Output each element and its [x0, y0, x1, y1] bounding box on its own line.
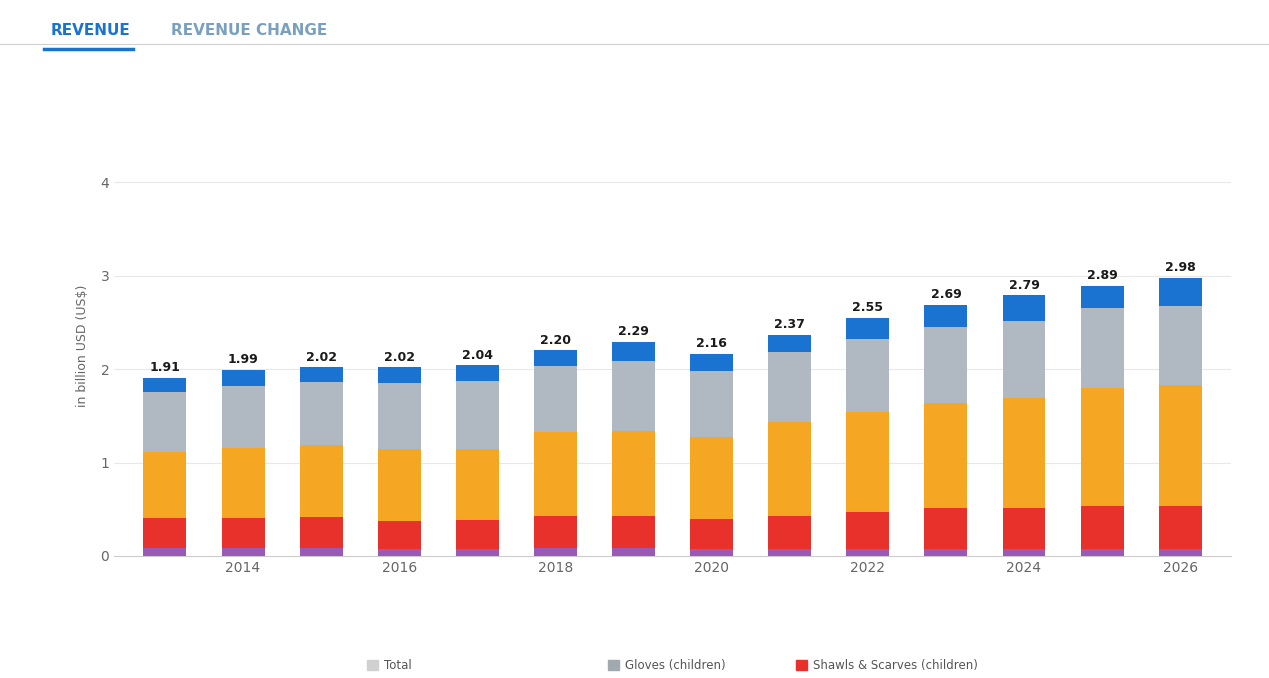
Bar — [1159, 277, 1202, 306]
Bar — [924, 549, 967, 556]
Bar — [1159, 549, 1202, 556]
Bar — [1081, 506, 1123, 549]
Text: 2.89: 2.89 — [1086, 269, 1118, 282]
Bar — [378, 383, 421, 450]
Bar — [456, 549, 499, 556]
Bar — [299, 367, 343, 382]
Bar — [222, 447, 264, 518]
Bar — [456, 381, 499, 449]
Bar — [768, 422, 811, 516]
Bar — [1003, 321, 1046, 398]
Bar — [612, 361, 655, 431]
Text: 1.91: 1.91 — [150, 361, 180, 374]
Bar — [222, 370, 264, 386]
Text: 2.20: 2.20 — [539, 334, 571, 346]
Bar — [1159, 506, 1202, 549]
Bar — [1081, 388, 1123, 506]
Bar — [768, 353, 811, 422]
Bar — [534, 432, 577, 516]
Bar — [143, 452, 187, 518]
Bar — [768, 516, 811, 549]
Bar — [534, 549, 577, 556]
Bar — [1003, 296, 1046, 321]
Bar — [1159, 385, 1202, 506]
Text: 2.04: 2.04 — [462, 348, 492, 361]
Bar — [846, 339, 890, 412]
Bar — [299, 382, 343, 445]
Bar — [768, 549, 811, 556]
Bar — [924, 403, 967, 508]
Bar — [299, 549, 343, 556]
Bar — [534, 351, 577, 366]
Bar — [299, 517, 343, 549]
Bar — [1081, 286, 1123, 308]
Bar — [378, 367, 421, 383]
Bar — [846, 412, 890, 512]
Bar — [1003, 398, 1046, 508]
Bar — [143, 378, 187, 392]
Bar — [143, 392, 187, 452]
Text: 2.02: 2.02 — [306, 351, 336, 363]
Bar — [456, 449, 499, 521]
Bar — [924, 327, 967, 403]
Bar — [1159, 306, 1202, 385]
Bar — [768, 334, 811, 353]
Bar — [534, 366, 577, 432]
Bar — [378, 549, 421, 556]
Text: 1.99: 1.99 — [227, 353, 259, 366]
Bar — [378, 521, 421, 549]
Text: 2.02: 2.02 — [383, 351, 415, 363]
Bar — [534, 516, 577, 549]
Bar — [690, 519, 733, 549]
Bar — [143, 518, 187, 549]
Text: REVENUE: REVENUE — [51, 23, 131, 38]
Bar — [299, 445, 343, 517]
Bar — [612, 549, 655, 556]
Text: 2.98: 2.98 — [1165, 261, 1195, 274]
Bar — [1003, 508, 1046, 549]
Bar — [612, 516, 655, 549]
Bar — [1081, 308, 1123, 388]
Bar — [222, 518, 264, 549]
Bar — [690, 549, 733, 556]
Y-axis label: in billion USD (US$): in billion USD (US$) — [76, 285, 89, 407]
Text: REVENUE CHANGE: REVENUE CHANGE — [171, 23, 327, 38]
Legend: Total, Belts (children), Felt, Fur & Other Clothes (children), Gloves (children): Total, Belts (children), Felt, Fur & Oth… — [363, 654, 982, 678]
Bar — [222, 549, 264, 556]
Bar — [690, 354, 733, 371]
Bar — [378, 450, 421, 521]
Text: 2.79: 2.79 — [1009, 279, 1039, 292]
Bar — [612, 431, 655, 516]
Bar — [846, 318, 890, 339]
Text: 2.55: 2.55 — [853, 301, 883, 314]
Bar — [924, 304, 967, 327]
Text: 2.29: 2.29 — [618, 325, 648, 338]
Bar — [456, 521, 499, 549]
Bar — [1003, 549, 1046, 556]
Bar — [456, 365, 499, 381]
Text: 2.16: 2.16 — [697, 338, 727, 351]
Bar — [143, 549, 187, 556]
Text: 2.37: 2.37 — [774, 318, 805, 331]
Bar — [846, 549, 890, 556]
Bar — [222, 386, 264, 447]
Bar — [690, 371, 733, 437]
Bar — [924, 508, 967, 549]
Text: 2.69: 2.69 — [930, 288, 962, 301]
Bar — [612, 342, 655, 361]
Bar — [1081, 549, 1123, 556]
Bar — [846, 512, 890, 549]
Bar — [690, 437, 733, 519]
